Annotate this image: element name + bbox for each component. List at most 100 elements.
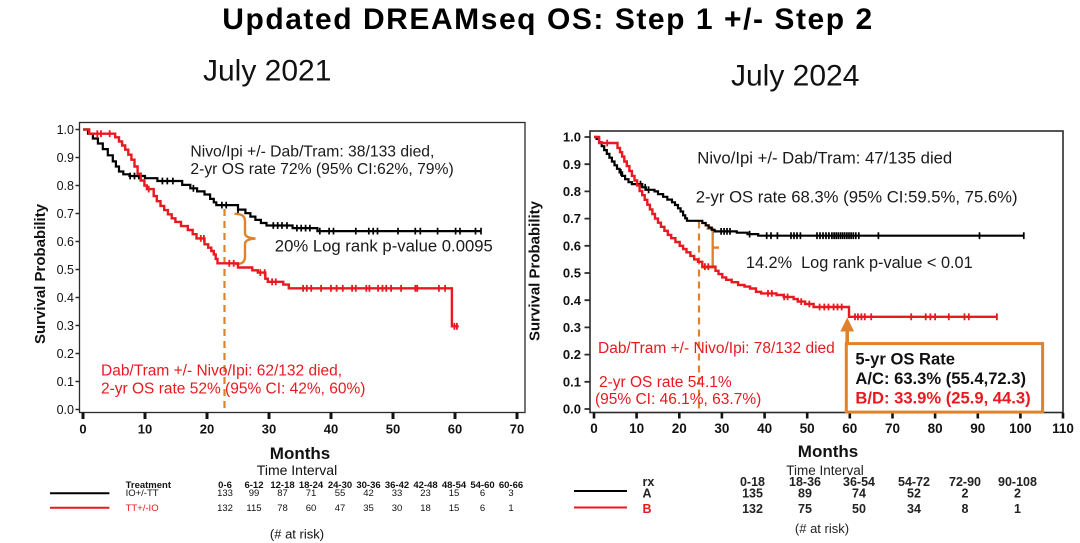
svg-text:0.2: 0.2 xyxy=(563,347,581,362)
svg-text:B/D: 33.9% (25.9, 44.3): B/D: 33.9% (25.9, 44.3) xyxy=(855,389,1030,408)
svg-text:Survival Probability: Survival Probability xyxy=(32,203,49,344)
svg-text:5-yr OS Rate: 5-yr OS Rate xyxy=(855,350,955,369)
svg-text:70: 70 xyxy=(510,422,524,437)
svg-text:47: 47 xyxy=(335,503,346,514)
svg-text:42: 42 xyxy=(363,488,374,499)
svg-text:20% Log rank p-value 0.0095: 20% Log rank p-value 0.0095 xyxy=(275,237,493,256)
svg-text:IO+/-TT: IO+/-TT xyxy=(126,488,159,499)
svg-text:54-72: 54-72 xyxy=(898,475,930,489)
svg-text:Nivo/Ipi +/- Dab/Tram: 47/135: Nivo/Ipi +/- Dab/Tram: 47/135 died xyxy=(697,148,952,167)
svg-text:10: 10 xyxy=(629,421,644,436)
svg-text:60: 60 xyxy=(842,421,857,436)
svg-text:30: 30 xyxy=(714,421,729,436)
svg-text:0.5: 0.5 xyxy=(57,263,74,277)
svg-text:(95% CI: 46.1%, 63.7%): (95% CI: 46.1%, 63.7%) xyxy=(595,391,761,408)
svg-text:2: 2 xyxy=(962,487,969,501)
svg-text:50: 50 xyxy=(386,422,400,437)
svg-text:0.0: 0.0 xyxy=(57,403,74,417)
svg-text:15: 15 xyxy=(449,488,460,499)
svg-text:Nivo/Ipi +/- Dab/Tram: 38/133: Nivo/Ipi +/- Dab/Tram: 38/133 died, xyxy=(190,143,434,160)
svg-text:24-30: 24-30 xyxy=(328,480,352,491)
svg-text:90-108: 90-108 xyxy=(998,475,1037,489)
svg-text:8: 8 xyxy=(962,502,969,516)
svg-text:0.7: 0.7 xyxy=(57,207,74,221)
svg-text:35: 35 xyxy=(363,503,374,514)
svg-text:Time Interval: Time Interval xyxy=(257,462,337,478)
svg-text:Months: Months xyxy=(798,442,858,461)
svg-text:30: 30 xyxy=(392,503,403,514)
svg-text:34: 34 xyxy=(907,502,921,516)
svg-text:Treatment: Treatment xyxy=(126,480,172,491)
svg-text:6: 6 xyxy=(480,488,485,499)
svg-text:0: 0 xyxy=(79,422,86,437)
svg-text:99: 99 xyxy=(249,488,260,499)
svg-text:74: 74 xyxy=(852,487,866,501)
svg-text:0.1: 0.1 xyxy=(563,374,581,389)
svg-text:23: 23 xyxy=(420,488,431,499)
svg-text:33: 33 xyxy=(392,488,403,499)
svg-text:75: 75 xyxy=(798,502,812,516)
svg-text:Time Interval: Time Interval xyxy=(786,463,864,478)
svg-text:54-60: 54-60 xyxy=(470,480,494,491)
svg-text:10: 10 xyxy=(138,422,152,437)
svg-text:0.4: 0.4 xyxy=(563,293,582,308)
svg-text:2-yr OS rate 54.1%: 2-yr OS rate 54.1% xyxy=(599,374,732,391)
svg-text:A: A xyxy=(643,487,652,501)
svg-text:2: 2 xyxy=(1014,487,1021,501)
svg-text:18-24: 18-24 xyxy=(299,480,324,491)
svg-text:40: 40 xyxy=(757,421,772,436)
svg-text:132: 132 xyxy=(742,502,763,516)
svg-text:0.3: 0.3 xyxy=(563,320,581,335)
svg-text:1.0: 1.0 xyxy=(563,130,581,145)
svg-text:Dab/Tram +/- Nivo/Ipi: 78/132: Dab/Tram +/- Nivo/Ipi: 78/132 died xyxy=(598,340,835,357)
svg-text:60: 60 xyxy=(448,422,462,437)
svg-text:89: 89 xyxy=(798,487,812,501)
svg-text:rx: rx xyxy=(643,475,655,489)
svg-text:115: 115 xyxy=(246,503,261,514)
svg-text:0.9: 0.9 xyxy=(57,151,74,165)
svg-text:80: 80 xyxy=(928,421,943,436)
svg-text:0.7: 0.7 xyxy=(563,211,581,226)
svg-text:50: 50 xyxy=(852,502,866,516)
svg-text:12-18: 12-18 xyxy=(270,480,294,491)
svg-text:71: 71 xyxy=(306,488,317,499)
svg-text:100: 100 xyxy=(1009,421,1032,436)
svg-text:110: 110 xyxy=(1052,421,1074,436)
svg-text:36-54: 36-54 xyxy=(843,475,875,489)
svg-text:1.0: 1.0 xyxy=(57,123,74,137)
svg-text:15: 15 xyxy=(449,503,460,514)
svg-text:Survival Probability: Survival Probability xyxy=(527,200,544,341)
svg-text:0.4: 0.4 xyxy=(57,291,74,305)
svg-text:87: 87 xyxy=(277,488,288,499)
svg-text:A/C: 63.3% (55.4,72.3): A/C: 63.3% (55.4,72.3) xyxy=(855,369,1026,388)
svg-text:2-yr OS rate 68.3% (95% CI:59.: 2-yr OS rate 68.3% (95% CI:59.5%, 75.6%) xyxy=(696,188,1018,207)
svg-text:July 2021: July 2021 xyxy=(203,55,331,88)
svg-text:78: 78 xyxy=(277,503,288,514)
svg-text:55: 55 xyxy=(335,488,346,499)
svg-text:42-48: 42-48 xyxy=(413,480,437,491)
svg-text:1: 1 xyxy=(508,503,513,514)
svg-text:Updated DREAMseq OS: Step 1 +/: Updated DREAMseq OS: Step 1 +/- Step 2 xyxy=(222,3,874,36)
svg-text:July 2024: July 2024 xyxy=(731,60,859,93)
svg-text:2-yr OS rate 72% (95% CI:62%,: 2-yr OS rate 72% (95% CI:62%, 79%) xyxy=(190,161,453,178)
svg-text:B: B xyxy=(643,502,652,516)
svg-text:135: 135 xyxy=(742,487,763,501)
svg-text:30-36: 30-36 xyxy=(356,480,380,491)
svg-text:6-12: 6-12 xyxy=(244,480,263,491)
svg-text:Dab/Tram +/- Nivo/Ipi: 62/132: Dab/Tram +/- Nivo/Ipi: 62/132 died, xyxy=(101,363,342,380)
svg-text:18-36: 18-36 xyxy=(789,475,821,489)
svg-text:0.2: 0.2 xyxy=(57,347,74,361)
svg-text:0.8: 0.8 xyxy=(57,179,74,193)
svg-text:0-18: 0-18 xyxy=(740,475,765,489)
svg-text:30: 30 xyxy=(262,422,276,437)
svg-text:0-6: 0-6 xyxy=(218,480,232,491)
svg-text:60: 60 xyxy=(306,503,317,514)
svg-text:(# at risk): (# at risk) xyxy=(270,527,324,542)
svg-text:0.8: 0.8 xyxy=(563,184,581,199)
svg-text:Months: Months xyxy=(270,444,330,463)
svg-text:0.9: 0.9 xyxy=(563,157,581,172)
svg-text:70: 70 xyxy=(885,421,900,436)
svg-text:2-yr OS rate 52% (95% CI: 42%,: 2-yr OS rate 52% (95% CI: 42%, 60%) xyxy=(101,381,365,398)
svg-text:0.3: 0.3 xyxy=(57,319,74,333)
svg-text:(# at risk): (# at risk) xyxy=(795,521,849,536)
